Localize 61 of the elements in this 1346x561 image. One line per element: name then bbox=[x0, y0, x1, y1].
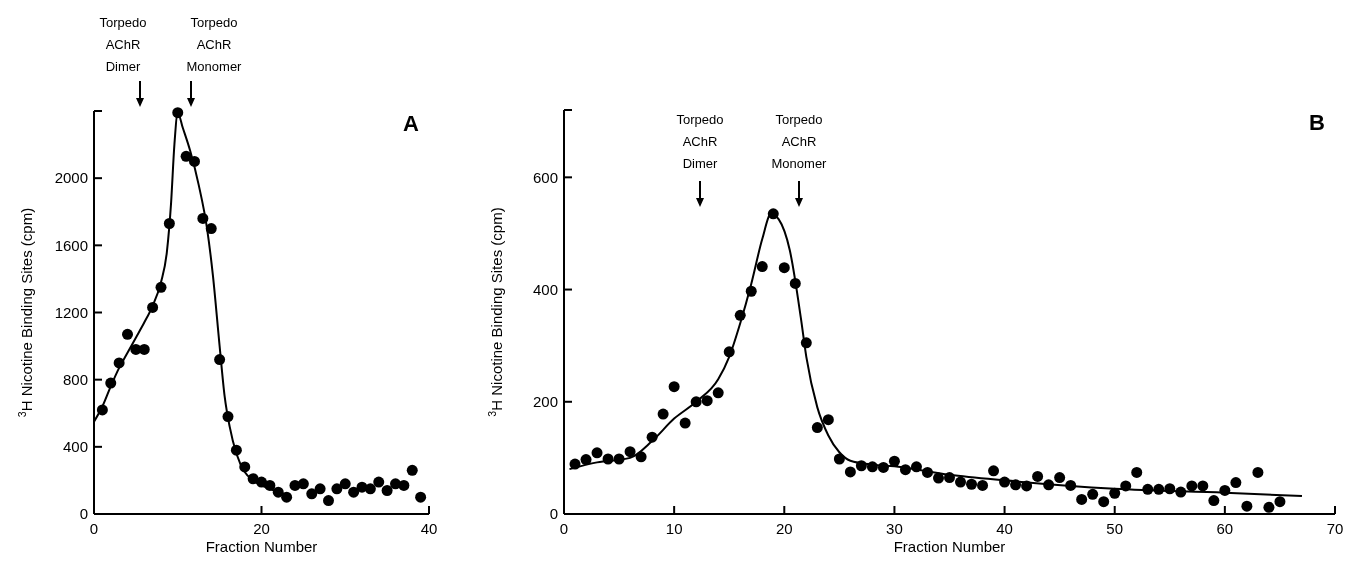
y-tick-label: 1200 bbox=[54, 303, 88, 321]
y-tick-label: 600 bbox=[532, 168, 558, 186]
point bbox=[230, 444, 242, 456]
x-tick-label: 40 bbox=[420, 520, 438, 537]
annotation: Torpedo AChR Dimer bbox=[676, 112, 724, 171]
x-tick-label: 40 bbox=[996, 520, 1013, 537]
point bbox=[348, 486, 360, 498]
point bbox=[264, 479, 276, 491]
point bbox=[406, 464, 418, 476]
x-axis-title: Fraction Number bbox=[205, 538, 318, 555]
point bbox=[364, 483, 376, 495]
point bbox=[105, 377, 117, 389]
x-tick-label: 0 bbox=[559, 520, 569, 537]
point bbox=[180, 150, 192, 162]
y-tick-label: 2000 bbox=[54, 169, 88, 187]
point bbox=[163, 218, 175, 229]
y-tick-label: 800 bbox=[62, 370, 88, 388]
annotation: B bbox=[1309, 110, 1325, 135]
point bbox=[373, 476, 385, 488]
point bbox=[297, 478, 309, 490]
point bbox=[339, 478, 351, 490]
text: Torpedo AChR Dimer bbox=[99, 15, 147, 74]
point bbox=[415, 491, 427, 503]
point bbox=[147, 301, 159, 313]
annotation: Torpedo AChR Monomer bbox=[771, 112, 828, 171]
x-tick-label: 70 bbox=[1326, 520, 1344, 537]
point bbox=[323, 495, 334, 507]
x-tick-label: 0 bbox=[89, 520, 99, 537]
text: Torpedo AChR Monomer bbox=[186, 15, 243, 74]
point bbox=[239, 461, 251, 473]
point bbox=[281, 491, 293, 503]
point bbox=[381, 484, 393, 496]
x-tick-label: 60 bbox=[1216, 520, 1234, 537]
x-tick-label: 20 bbox=[775, 520, 793, 537]
point bbox=[398, 479, 410, 491]
y-tick-label: 200 bbox=[532, 393, 558, 411]
point bbox=[189, 155, 200, 167]
point bbox=[214, 354, 226, 366]
y-tick-label: 1600 bbox=[54, 236, 88, 254]
point bbox=[96, 404, 108, 416]
x-tick-label: 50 bbox=[1106, 520, 1124, 537]
point bbox=[306, 488, 318, 500]
x-axis-title: Fraction Number bbox=[893, 538, 1006, 555]
point bbox=[113, 357, 125, 369]
y-tick-label: 400 bbox=[62, 438, 88, 456]
point bbox=[122, 328, 133, 340]
y-tick-label: 400 bbox=[532, 280, 558, 298]
point bbox=[272, 486, 284, 498]
point bbox=[331, 483, 343, 495]
x-tick-label: 10 bbox=[665, 520, 683, 537]
point bbox=[222, 411, 234, 423]
y-tick-label: 0 bbox=[549, 505, 558, 523]
point bbox=[314, 483, 326, 495]
x-tick-label: 20 bbox=[253, 520, 270, 537]
point bbox=[155, 281, 167, 293]
x-tick-label: 30 bbox=[886, 520, 903, 537]
point bbox=[172, 107, 184, 119]
point bbox=[197, 212, 209, 224]
y-tick-label: 0 bbox=[79, 505, 88, 523]
point bbox=[205, 223, 217, 235]
annotation: A bbox=[403, 111, 420, 136]
